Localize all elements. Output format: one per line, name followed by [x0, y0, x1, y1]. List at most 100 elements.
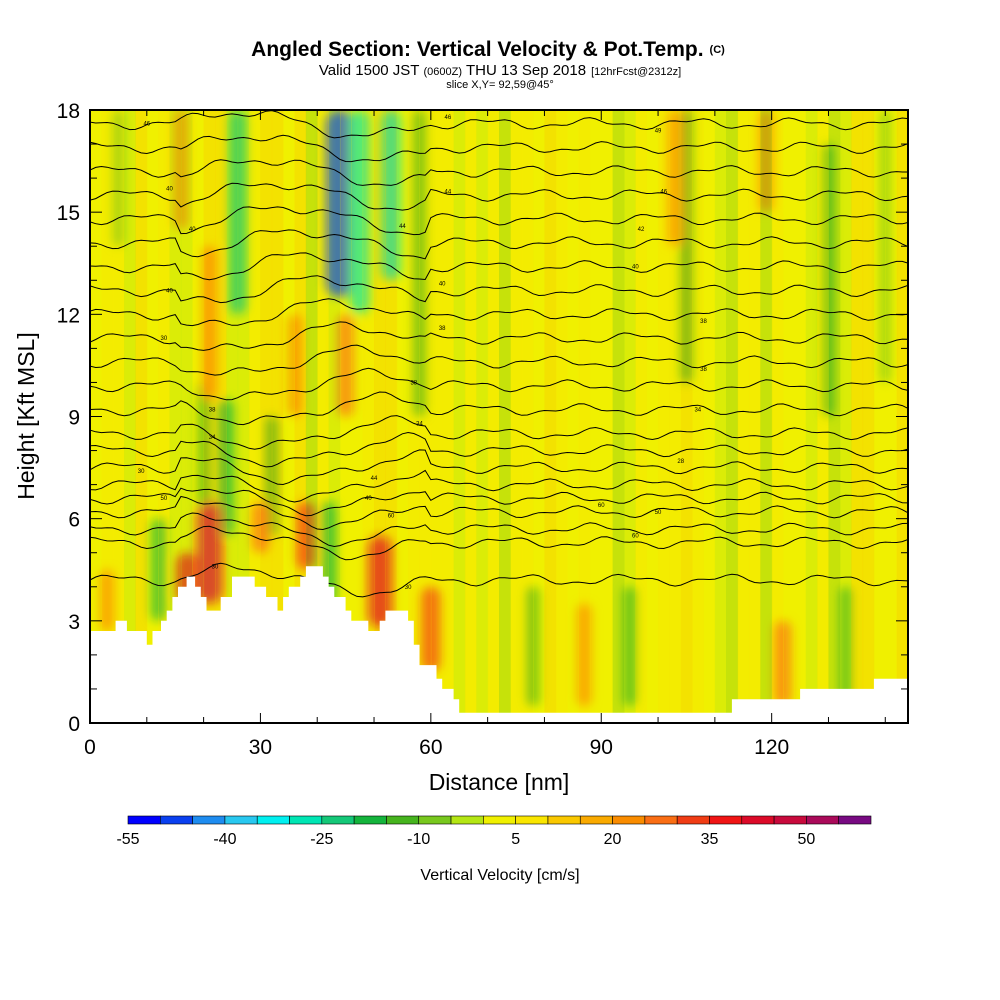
- velocity-feature: [758, 110, 774, 213]
- field-stripe: [396, 110, 409, 723]
- colorbar-tick-label: 35: [701, 831, 719, 848]
- theta-contour-label: 34: [416, 421, 423, 427]
- colorbar-swatch: [353, 815, 387, 825]
- field-stripe: [748, 110, 761, 723]
- field-stripe: [271, 110, 284, 723]
- theta-contour-line: [90, 275, 908, 304]
- y-tick-label: 18: [57, 100, 80, 123]
- theta-contour-label: 38: [700, 319, 707, 325]
- field-stripe: [851, 110, 864, 723]
- theta-contour-label: 30: [138, 469, 145, 475]
- colorbar-swatch: [676, 815, 710, 825]
- colorbar-tick-label: -55: [116, 831, 139, 848]
- colorbar-ticks: -55 -40 -25 -10 5 20 35 50: [116, 831, 815, 848]
- field-stripe: [339, 110, 352, 723]
- theta-contour-label: 46: [660, 190, 667, 196]
- terrain: [90, 566, 908, 723]
- field-stripe: [499, 110, 511, 723]
- field-stripe: [476, 110, 489, 723]
- field-stripe: [192, 110, 205, 723]
- theta-contour-label: 40: [189, 227, 196, 233]
- field-stripe: [601, 110, 614, 723]
- velocity-feature: [99, 569, 115, 632]
- field-stripe: [294, 110, 307, 723]
- field-stripe: [589, 110, 602, 723]
- field-stripe: [794, 110, 807, 723]
- field-stripe: [885, 110, 898, 723]
- field-stripe: [362, 110, 375, 723]
- chart-subtitle: Valid 1500 JST (0600Z) THU 13 Sep 2018 [12h…: [319, 62, 681, 79]
- velocity-feature: [197, 382, 210, 519]
- theta-contour-line: [90, 229, 908, 260]
- theta-contour-label: 28: [677, 459, 684, 465]
- field-stripe: [771, 110, 784, 723]
- velocity-field: [90, 110, 908, 723]
- field-stripe: [646, 110, 659, 723]
- field-stripe: [521, 110, 534, 723]
- theta-contour-label: 60: [632, 534, 639, 540]
- theta-contour-label: 30: [212, 564, 219, 570]
- plot-area: 30 30 60 50 60 60 40 50 44 30 28 34 38 34 34 38 38 30 38 38…: [89, 109, 909, 724]
- velocity-feature: [576, 603, 592, 706]
- field-stripe: [737, 110, 750, 723]
- field-stripe: [635, 110, 648, 723]
- y-tick-labels: 0 3 6 9 12 15 18: [57, 100, 80, 736]
- theta-contour-label: 44: [445, 190, 452, 196]
- field-stripe: [760, 110, 773, 723]
- velocity-feature: [839, 586, 852, 706]
- y-tick-label: 6: [68, 509, 80, 532]
- theta-contour-label: 30: [405, 585, 412, 591]
- field-stripe: [578, 110, 591, 723]
- theta-contour-line: [90, 159, 908, 186]
- field-stripe: [112, 110, 125, 723]
- x-tick-label: 0: [84, 736, 96, 759]
- field-stripe: [658, 110, 670, 723]
- theta-contours: [90, 110, 908, 598]
- colorbar-swatch: [773, 815, 807, 825]
- velocity-feature: [218, 399, 234, 536]
- colorbar-swatch: [579, 815, 613, 825]
- theta-contour-line: [90, 431, 908, 468]
- field-stripe: [533, 110, 545, 723]
- title-block: Angled Section: Vertical Velocity & Pot.…: [251, 38, 725, 91]
- theta-contour-line: [90, 298, 908, 327]
- x-tick-label: 30: [249, 736, 272, 759]
- field-stripe: [124, 110, 136, 723]
- colorbar-swatch: [644, 815, 678, 825]
- field-stripe: [817, 110, 829, 723]
- velocity-feature: [367, 535, 392, 628]
- y-tick-label: 12: [57, 304, 80, 327]
- field-stripe: [862, 110, 875, 723]
- field-stripe: [623, 110, 636, 723]
- y-tick-label: 9: [68, 407, 80, 430]
- velocity-feature: [680, 110, 693, 383]
- x-tick-label: 90: [590, 736, 613, 759]
- field-stripe: [783, 110, 795, 723]
- theta-contour-label: 46: [445, 115, 452, 121]
- theta-contour-label: 40: [166, 186, 173, 192]
- theta-contour-label: 44: [399, 224, 406, 230]
- theta-contour-line: [90, 562, 908, 598]
- field-stripe: [146, 110, 159, 723]
- velocity-feature: [173, 110, 189, 230]
- theta-contour-line: [90, 469, 908, 503]
- velocity-feature: [201, 246, 217, 400]
- field-stripe: [612, 110, 625, 723]
- field-stripe: [828, 110, 841, 723]
- field-stripe: [692, 110, 704, 723]
- theta-contour-label: 42: [638, 227, 645, 233]
- x-tick-label: 60: [419, 736, 442, 759]
- velocity-feature: [325, 110, 355, 298]
- field-stripe: [442, 110, 455, 723]
- field-stripe: [169, 110, 182, 723]
- theta-contour-label: 40: [439, 282, 446, 288]
- x-tick-label: 120: [754, 736, 789, 759]
- theta-contour-line: [90, 495, 908, 531]
- theta-contour-label: 40: [632, 265, 639, 271]
- theta-contour-line: [90, 321, 908, 351]
- field-stripe: [237, 110, 250, 723]
- colorbar-swatch: [547, 815, 581, 825]
- theta-contour-label: 34: [694, 408, 701, 414]
- field-stripe: [567, 110, 580, 723]
